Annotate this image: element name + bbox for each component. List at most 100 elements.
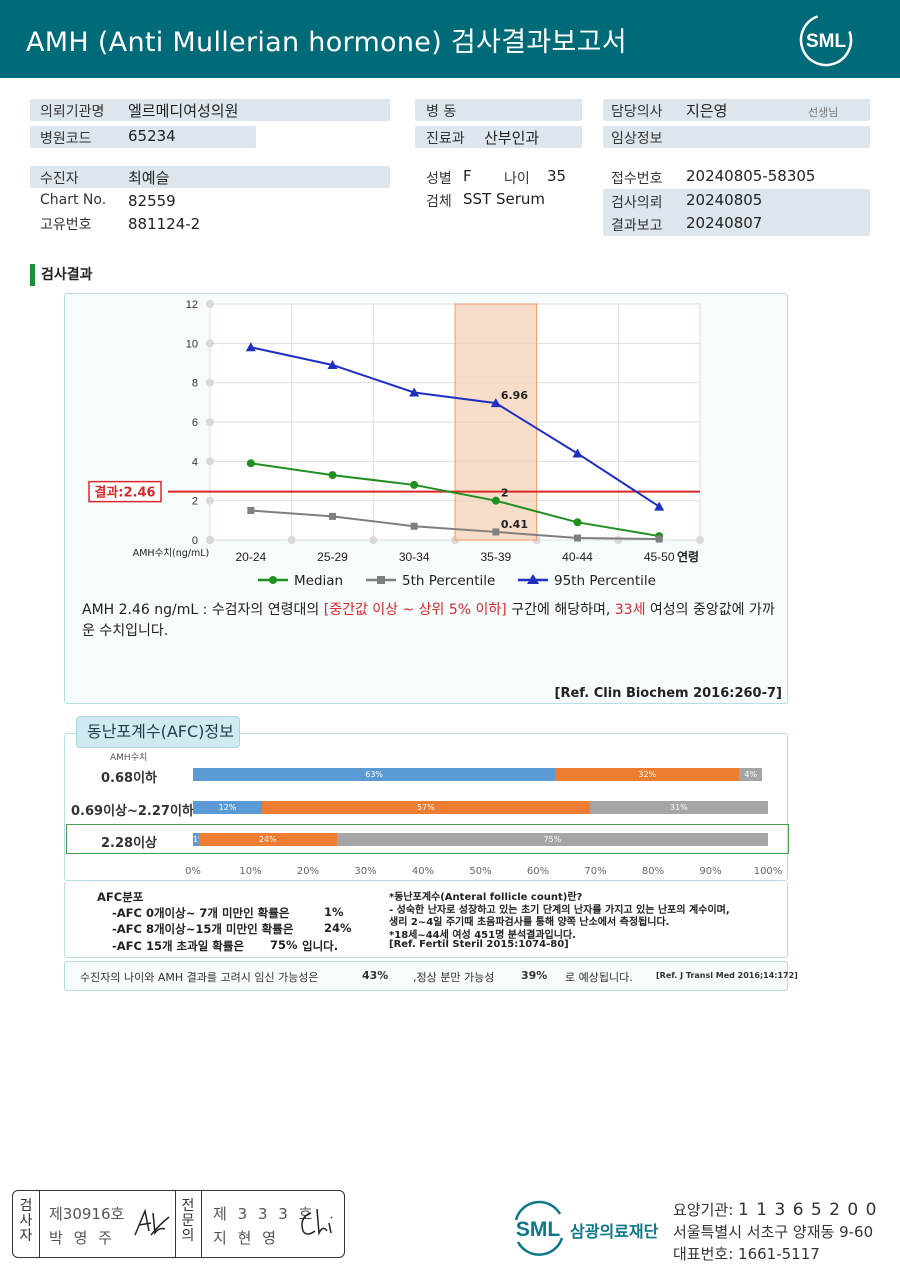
afc-row-label-1: 0.69이상~2.27이하	[71, 804, 194, 819]
afc-amh-header: AMH수치	[110, 753, 148, 763]
doctor-value: 지은영	[686, 102, 728, 120]
examiner-name: 박 영 주	[49, 1229, 115, 1247]
afc-axis-tick: 10%	[239, 866, 262, 877]
interpretation-part3: 구간에 해당하며,	[506, 602, 615, 618]
sex-value: F	[463, 167, 472, 185]
afc-axis-tick: 90%	[699, 866, 722, 877]
y-axis-title: AMH수치(ng/mL)	[133, 547, 210, 559]
summary-pregnancy-value: 43%	[362, 969, 389, 982]
x-axis-title: 연령	[677, 549, 699, 564]
x-tick-label: 20-24	[235, 550, 266, 564]
x-tick-dot	[614, 536, 623, 544]
hospital-code-row-bg	[30, 126, 256, 148]
y-tick-label: 12	[186, 299, 198, 311]
median-point	[410, 480, 419, 489]
result-label: 결과:2.46	[94, 485, 155, 501]
afc-axis-tick: 20%	[296, 866, 320, 877]
median-point	[246, 459, 255, 468]
summary-text-3: 로 예상됩니다.	[565, 971, 633, 984]
receipt-no-label: 접수번호	[611, 171, 663, 187]
afc-dist-title: AFC분포	[97, 890, 144, 904]
summary-text-2: ,정상 분만 가능성	[413, 971, 495, 984]
afc-def-4: *18세~44세 여성 451명 분석결과입니다.	[389, 930, 576, 941]
doctor-row-bg	[603, 99, 870, 121]
afc-segment-blue: 63%	[193, 768, 556, 781]
afc-bar-1: 12% 57% 31%	[193, 801, 768, 814]
p5-point	[329, 512, 336, 520]
y-tick-label: 0	[192, 535, 198, 547]
department-row-bg	[415, 126, 582, 148]
x-tick-dot	[287, 536, 296, 544]
institution-row-bg	[30, 99, 390, 121]
footer-code: 요양기관: 1 1 3 6 5 2 0 0	[673, 1199, 877, 1220]
y-tick-label: 4	[192, 456, 198, 468]
chart-no-label: Chart No.	[40, 192, 107, 208]
doctor-label: 담당의사	[611, 104, 663, 120]
sign-divider-2	[175, 1191, 176, 1257]
receipt-no-value: 20240805-58305	[686, 167, 816, 185]
specimen-label: 검체	[426, 194, 452, 210]
interpretation-part5: 여성의 중앙값에 가까운 수치입니다.	[82, 602, 775, 639]
series-line	[250, 462, 660, 538]
afc-axis-tick: 80%	[641, 866, 665, 877]
afc-segment-orange: 57%	[262, 801, 590, 814]
clinical-info-row-bg	[603, 126, 870, 148]
svg-text:SML: SML	[516, 1218, 561, 1241]
median-point	[328, 471, 337, 480]
afc-segment-orange: 24%	[198, 833, 337, 846]
footer-org-name: 삼광의료재단	[570, 1222, 659, 1241]
series-line	[250, 346, 660, 508]
afc-def-3: 생리 2~4일 주기때 초음파검사를 통해 양쪽 난소에서 측정됩니다.	[389, 917, 670, 928]
examiner-number: 제30916호	[49, 1205, 125, 1223]
p95-point	[327, 359, 338, 369]
afc-highlight-box	[66, 824, 789, 854]
interpretation-part1: AMH 2.46 ng/mL : 수검자의 연령대의	[82, 602, 324, 618]
afc-bar-0: 63% 32% 4%	[193, 768, 768, 781]
afc-segment-gray: 4%	[739, 768, 763, 781]
p95-point	[409, 387, 420, 397]
x-tick-dot	[696, 536, 704, 544]
age-label: 나이	[504, 171, 530, 187]
patient-label: 수진자	[40, 171, 79, 187]
legend-label: 95th Percentile	[554, 573, 656, 589]
interpretation-age: 33세	[614, 602, 646, 618]
legend-label: 5th Percentile	[402, 573, 495, 589]
afc-def-2: - 성숙한 난자로 성장하고 있는 초기 단계의 난자를 가지고 있는 난포의 …	[389, 905, 730, 916]
patient-value: 최예슬	[128, 169, 170, 187]
sign-divider-3	[201, 1191, 202, 1257]
p95-point	[654, 501, 665, 511]
specimen-value: SST Serum	[463, 190, 546, 208]
request-date-value: 20240805	[686, 191, 763, 209]
p95-point	[572, 448, 583, 458]
sml-logo-icon: SML	[799, 13, 853, 67]
dates-row-bg	[603, 189, 870, 236]
hospital-code-value: 65234	[128, 127, 176, 145]
legend-marker	[269, 576, 277, 584]
afc-segment-blue: 1%	[193, 833, 199, 846]
interpretation-range: [중간값 이상 ~ 상위 5% 이하]	[323, 602, 507, 618]
legend-marker	[377, 576, 385, 584]
p95-point	[245, 342, 256, 352]
department-value: 산부인과	[484, 129, 540, 147]
afc-axis-tick: 60%	[526, 866, 550, 877]
examiner-signature	[134, 1208, 170, 1236]
afc-dist-1-value: 1%	[324, 905, 344, 919]
x-tick-label: 45-50	[644, 550, 675, 564]
median-point	[491, 496, 500, 505]
footer-phone-value: 1661-5117	[738, 1245, 820, 1263]
interpretation-reference: [Ref. Clin Biochem 2016:260-7]	[554, 686, 782, 701]
afc-dist-2-value: 24%	[324, 921, 352, 935]
afc-segment-orange: 32%	[555, 768, 740, 781]
median-point	[573, 518, 582, 527]
summary-text-1: 수진자의 나이와 AMH 결과를 고려시 임신 가능성은	[80, 971, 319, 984]
summary-delivery-value: 39%	[521, 969, 548, 982]
specialist-name: 지 현 영	[213, 1229, 279, 1247]
footer-phone-label: 대표번호:	[673, 1245, 734, 1263]
y-tick-label: 2	[192, 496, 198, 508]
afc-dist-3-suffix: 입니다.	[302, 939, 339, 953]
footer-phone: 대표번호: 1661-5117	[673, 1243, 820, 1264]
data-label: 2	[501, 487, 509, 500]
summary-reference: [Ref. J Transl Med 2016;14:172]	[656, 971, 798, 980]
